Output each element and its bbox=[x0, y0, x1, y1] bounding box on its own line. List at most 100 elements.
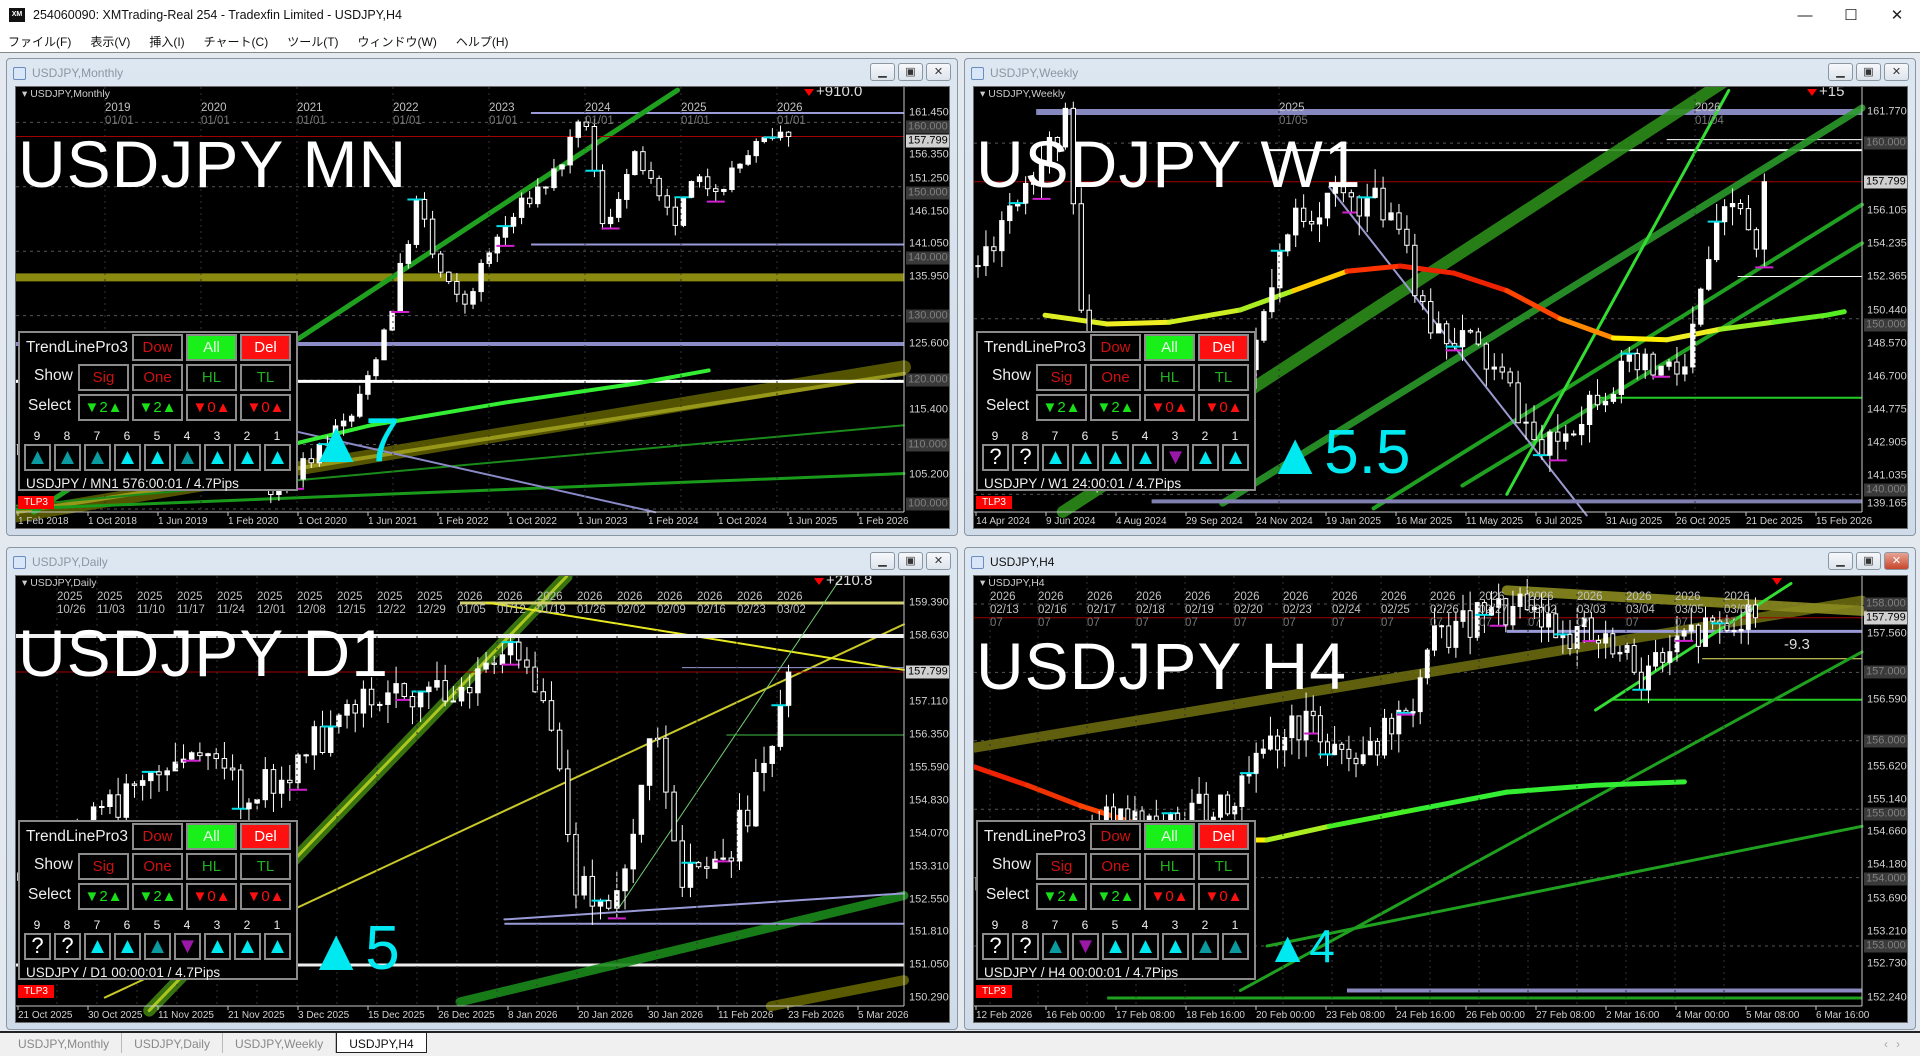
close-button[interactable]: ✕ bbox=[1890, 7, 1904, 24]
signal-slot[interactable]: ▲ bbox=[144, 444, 171, 471]
select-button-1[interactable]: ▼2▲ bbox=[78, 394, 129, 421]
show-tl-button[interactable]: TL bbox=[240, 364, 291, 391]
select-button-2[interactable]: ▼2▲ bbox=[132, 883, 183, 910]
show-tl-button[interactable]: TL bbox=[1198, 364, 1249, 391]
select-button-2[interactable]: ▼2▲ bbox=[132, 394, 183, 421]
select-button-3[interactable]: ▼0▲ bbox=[1144, 394, 1195, 421]
window-minimize-button[interactable]: ▁ bbox=[1828, 552, 1853, 570]
signal-slot[interactable]: ▲ bbox=[24, 444, 51, 471]
tlp3-badge[interactable]: TLP3 bbox=[976, 985, 1012, 998]
signal-slot[interactable]: ▲ bbox=[174, 444, 201, 471]
select-button-4[interactable]: ▼0▲ bbox=[240, 883, 291, 910]
window-close-button[interactable]: ✕ bbox=[1884, 63, 1909, 81]
signal-slot[interactable]: ▲ bbox=[1192, 933, 1219, 960]
show-tl-button[interactable]: TL bbox=[1198, 853, 1249, 880]
signal-slot[interactable]: ▲ bbox=[1132, 444, 1159, 471]
tab-scroll-arrows-icon[interactable]: ‹› bbox=[1884, 1037, 1908, 1051]
select-button-2[interactable]: ▼2▲ bbox=[1090, 883, 1141, 910]
window-restore-button[interactable]: ▣ bbox=[1856, 552, 1881, 570]
signal-slot[interactable]: ▲ bbox=[1162, 933, 1189, 960]
price-chart[interactable]: ▾ USDJPY,Weekly 2025 01/05 2026 01/04 USDJPY … bbox=[973, 86, 1908, 529]
chart-window-usdjpy-monthly[interactable]: USDJPY,Monthly ▁ ▣ ✕ ▾ USDJPY,Monthly 2019 01/… bbox=[6, 58, 958, 536]
show-one-button[interactable]: One bbox=[132, 364, 183, 391]
chart-window-usdjpy-h4[interactable]: USDJPY,H4 ▁ ▣ ✕ ▾ USDJPY,H4 2026 02/13 07 2026 02… bbox=[964, 547, 1916, 1030]
window-close-button[interactable]: ✕ bbox=[926, 63, 951, 81]
signal-slot[interactable]: ▲ bbox=[264, 444, 291, 471]
select-button-4[interactable]: ▼0▲ bbox=[1198, 394, 1249, 421]
signal-slot[interactable]: ▲ bbox=[1072, 444, 1099, 471]
signal-slot[interactable]: ▲ bbox=[1042, 933, 1069, 960]
signal-slot[interactable]: ? bbox=[1012, 933, 1039, 960]
menu-help[interactable]: ヘルプ(H) bbox=[455, 34, 509, 49]
signal-slot[interactable]: ? bbox=[982, 444, 1009, 471]
signal-slot[interactable]: ▲ bbox=[84, 933, 111, 960]
all-button[interactable]: All bbox=[1144, 334, 1195, 361]
signal-slot[interactable]: ▲ bbox=[234, 933, 261, 960]
window-restore-button[interactable]: ▣ bbox=[898, 63, 923, 81]
minimize-button[interactable]: — bbox=[1797, 6, 1813, 24]
signal-slot[interactable]: ? bbox=[54, 933, 81, 960]
window-close-button[interactable]: ✕ bbox=[926, 552, 951, 570]
signal-slot[interactable]: ▲ bbox=[1132, 933, 1159, 960]
chart-window-usdjpy-daily[interactable]: USDJPY,Daily ▁ ▣ ✕ ▾ USDJPY,Daily 2025 10/26 20… bbox=[6, 547, 958, 1030]
signal-slot[interactable]: ▲ bbox=[1222, 933, 1249, 960]
signal-slot[interactable]: ▲ bbox=[144, 933, 171, 960]
window-restore-button[interactable]: ▣ bbox=[898, 552, 923, 570]
signal-slot[interactable]: ▲ bbox=[1102, 444, 1129, 471]
signal-slot[interactable]: ? bbox=[1012, 444, 1039, 471]
select-button-2[interactable]: ▼2▲ bbox=[1090, 394, 1141, 421]
tab-usdjpy-daily[interactable]: USDJPY,Daily bbox=[122, 1033, 223, 1053]
select-button-1[interactable]: ▼2▲ bbox=[78, 883, 129, 910]
signal-slot[interactable]: ▲ bbox=[114, 444, 141, 471]
show-hl-button[interactable]: HL bbox=[186, 853, 237, 880]
del-button[interactable]: Del bbox=[240, 334, 291, 361]
menu-tools[interactable]: ツール(T) bbox=[287, 34, 339, 49]
signal-slot[interactable]: ▲ bbox=[234, 444, 261, 471]
menu-file[interactable]: ファイル(F) bbox=[8, 34, 72, 49]
all-button[interactable]: All bbox=[1144, 823, 1195, 850]
show-sig-button[interactable]: Sig bbox=[1036, 853, 1087, 880]
select-button-4[interactable]: ▼0▲ bbox=[1198, 883, 1249, 910]
signal-slot[interactable]: ▲ bbox=[54, 444, 81, 471]
signal-slot[interactable]: ▼ bbox=[1072, 933, 1099, 960]
show-hl-button[interactable]: HL bbox=[1144, 364, 1195, 391]
price-chart[interactable]: ▾ USDJPY,Monthly 2019 01/01 2020 01/01 2021 01… bbox=[15, 86, 950, 529]
dow-button[interactable]: Dow bbox=[132, 334, 183, 361]
tlp3-badge[interactable]: TLP3 bbox=[18, 985, 54, 998]
all-button[interactable]: All bbox=[186, 823, 237, 850]
select-button-1[interactable]: ▼2▲ bbox=[1036, 394, 1087, 421]
menu-chart[interactable]: チャート(C) bbox=[203, 34, 269, 49]
signal-slot[interactable]: ▲ bbox=[84, 444, 111, 471]
show-sig-button[interactable]: Sig bbox=[78, 364, 129, 391]
signal-slot[interactable]: ▲ bbox=[1192, 444, 1219, 471]
tab-usdjpy-weekly[interactable]: USDJPY,Weekly bbox=[223, 1033, 337, 1053]
signal-slot[interactable]: ▼ bbox=[174, 933, 201, 960]
signal-slot[interactable]: ▲ bbox=[114, 933, 141, 960]
show-hl-button[interactable]: HL bbox=[186, 364, 237, 391]
signal-slot[interactable]: ▲ bbox=[1102, 933, 1129, 960]
window-minimize-button[interactable]: ▁ bbox=[870, 63, 895, 81]
del-button[interactable]: Del bbox=[1198, 334, 1249, 361]
signal-slot[interactable]: ▲ bbox=[204, 444, 231, 471]
window-minimize-button[interactable]: ▁ bbox=[870, 552, 895, 570]
maximize-button[interactable]: ☐ bbox=[1844, 7, 1858, 24]
dow-button[interactable]: Dow bbox=[1090, 334, 1141, 361]
tab-usdjpy-monthly[interactable]: USDJPY,Monthly bbox=[6, 1033, 123, 1053]
show-one-button[interactable]: One bbox=[1090, 364, 1141, 391]
all-button[interactable]: All bbox=[186, 334, 237, 361]
show-sig-button[interactable]: Sig bbox=[1036, 364, 1087, 391]
select-button-3[interactable]: ▼0▲ bbox=[1144, 883, 1195, 910]
del-button[interactable]: Del bbox=[240, 823, 291, 850]
dow-button[interactable]: Dow bbox=[132, 823, 183, 850]
signal-slot[interactable]: ? bbox=[982, 933, 1009, 960]
select-button-4[interactable]: ▼0▲ bbox=[240, 394, 291, 421]
window-minimize-button[interactable]: ▁ bbox=[1828, 63, 1853, 81]
tlp3-badge[interactable]: TLP3 bbox=[18, 496, 54, 509]
show-one-button[interactable]: One bbox=[132, 853, 183, 880]
show-one-button[interactable]: One bbox=[1090, 853, 1141, 880]
tab-usdjpy-h4[interactable]: USDJPY,H4 bbox=[336, 1033, 427, 1053]
menu-insert[interactable]: 挿入(I) bbox=[149, 34, 185, 49]
del-button[interactable]: Del bbox=[1198, 823, 1249, 850]
signal-slot[interactable]: ▲ bbox=[204, 933, 231, 960]
signal-slot[interactable]: ▼ bbox=[1162, 444, 1189, 471]
